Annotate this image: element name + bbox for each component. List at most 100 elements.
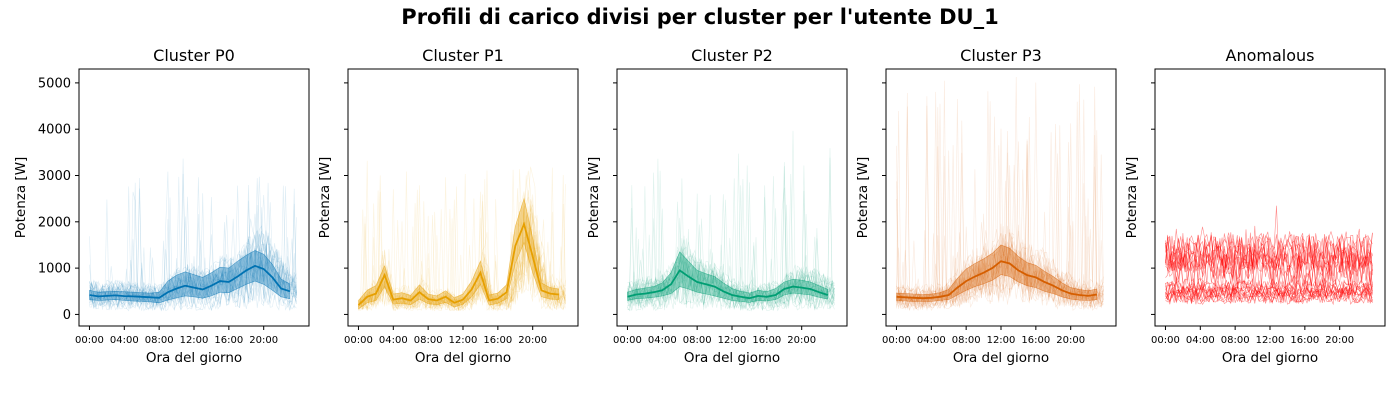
y-tick-label: 0 — [63, 308, 71, 323]
panel-3: Cluster P3 00:00 04:00 08:00 12:00 16:00 20:00… — [855, 46, 1117, 366]
individual-profile — [627, 176, 835, 309]
plot-area — [89, 158, 297, 312]
anomalous-profile — [1165, 264, 1373, 303]
individual-profile — [358, 175, 566, 308]
x-tick-label: 04:00 — [1186, 335, 1215, 346]
individual-profile — [627, 247, 835, 301]
x-tick-label: 20:00 — [249, 335, 278, 346]
individual-profile — [627, 173, 835, 300]
individual-profile — [627, 252, 835, 312]
anomalous-profile — [1165, 260, 1373, 304]
x-tick-label: 04:00 — [917, 335, 946, 346]
individual-profile — [627, 166, 835, 305]
individual-profile — [627, 218, 835, 312]
y-axis-label: Potenza [W] — [317, 157, 333, 239]
individual-profile — [896, 244, 1104, 301]
individual-profile — [627, 158, 835, 302]
y-axis-label: Potenza [W] — [13, 157, 29, 239]
individual-profile — [89, 218, 297, 298]
anomalous-profile — [1165, 228, 1373, 273]
individual-profile — [358, 237, 566, 312]
individual-profile — [358, 191, 566, 307]
x-tick-label: 04:00 — [110, 335, 139, 346]
x-tick-label: 04:00 — [379, 335, 408, 346]
plot-area — [357, 160, 566, 312]
x-tick-label: 04:00 — [648, 335, 677, 346]
x-tick-label: 08:00 — [683, 335, 712, 346]
individual-profile — [896, 165, 1104, 310]
individual-profile — [896, 150, 1104, 309]
anomalous-profile — [1165, 226, 1373, 269]
individual-profile — [627, 245, 835, 308]
panels: Cluster P0 00:00 04:00 08:00 12:00 16:00 20:00… — [13, 46, 1386, 366]
individual-profile — [89, 260, 297, 309]
individual-profile — [896, 236, 1104, 304]
individual-profile — [89, 182, 297, 302]
anomalous-profile — [1165, 257, 1373, 299]
x-tick-label: 12:00 — [987, 335, 1016, 346]
individual-profile — [627, 224, 835, 307]
individual-profile — [896, 99, 1104, 312]
panel-title: Cluster P3 — [960, 46, 1042, 65]
individual-profile — [89, 197, 297, 311]
y-tick-label: 2000 — [38, 215, 71, 230]
y-axis-label: Potenza [W] — [1124, 157, 1140, 239]
individual-profile — [627, 242, 835, 300]
x-tick-label: 20:00 — [518, 335, 547, 346]
anomalous-profile — [1165, 232, 1373, 270]
individual-profile — [896, 101, 1104, 299]
individual-profile — [358, 170, 566, 309]
individual-profile — [896, 125, 1104, 309]
individual-profile — [896, 86, 1104, 299]
x-tick-label: 08:00 — [952, 335, 981, 346]
confidence-band — [627, 251, 829, 303]
individual-profile — [89, 203, 297, 305]
individual-profile — [89, 196, 297, 298]
individual-profile — [89, 248, 297, 306]
x-tick-label: 12:00 — [180, 335, 209, 346]
individual-profile — [896, 106, 1104, 311]
anomalous-profile — [1165, 277, 1373, 305]
panel-title: Cluster P2 — [691, 46, 773, 65]
individual-profile — [89, 261, 297, 310]
anomalous-profile — [1165, 267, 1373, 297]
mean-line — [627, 269, 829, 300]
panel-title: Cluster P1 — [422, 46, 504, 65]
individual-profile — [358, 167, 566, 312]
individual-profile — [89, 182, 297, 312]
individual-profile — [358, 184, 566, 312]
individual-profile — [896, 91, 1104, 311]
x-tick-label: 12:00 — [449, 335, 478, 346]
panel-title: Anomalous — [1226, 46, 1315, 65]
individual-profile — [896, 123, 1104, 300]
mean-line — [357, 221, 559, 306]
x-tick-label: 08:00 — [145, 335, 174, 346]
individual-profile — [896, 139, 1104, 312]
x-tick-label: 08:00 — [414, 335, 443, 346]
individual-profile — [358, 198, 566, 307]
x-tick-label: 16:00 — [1290, 335, 1319, 346]
anomalous-profile — [1165, 253, 1373, 290]
plot-area — [1165, 205, 1373, 306]
anomalous-profile — [1165, 205, 1373, 269]
anomalous-profile — [1165, 241, 1373, 279]
individual-profile — [896, 206, 1104, 305]
x-axis-label: Ora del giorno — [684, 350, 780, 366]
x-tick-label: 00:00 — [344, 335, 373, 346]
individual-profile — [896, 153, 1104, 303]
individual-profile — [358, 179, 566, 312]
x-tick-label: 00:00 — [75, 335, 104, 346]
confidence-band — [896, 244, 1098, 302]
individual-profile — [627, 260, 835, 304]
panel-0: Cluster P0 00:00 04:00 08:00 12:00 16:00 20:00… — [13, 46, 310, 366]
individual-profile — [358, 203, 566, 311]
individual-profile — [89, 177, 297, 299]
mean-line — [896, 260, 1097, 300]
confidence-band — [89, 250, 291, 304]
individual-profile — [89, 158, 297, 300]
individual-profile — [89, 176, 297, 302]
y-tick-label: 3000 — [38, 169, 71, 184]
x-tick-label: 20:00 — [1325, 335, 1354, 346]
anomalous-profile — [1165, 278, 1373, 305]
